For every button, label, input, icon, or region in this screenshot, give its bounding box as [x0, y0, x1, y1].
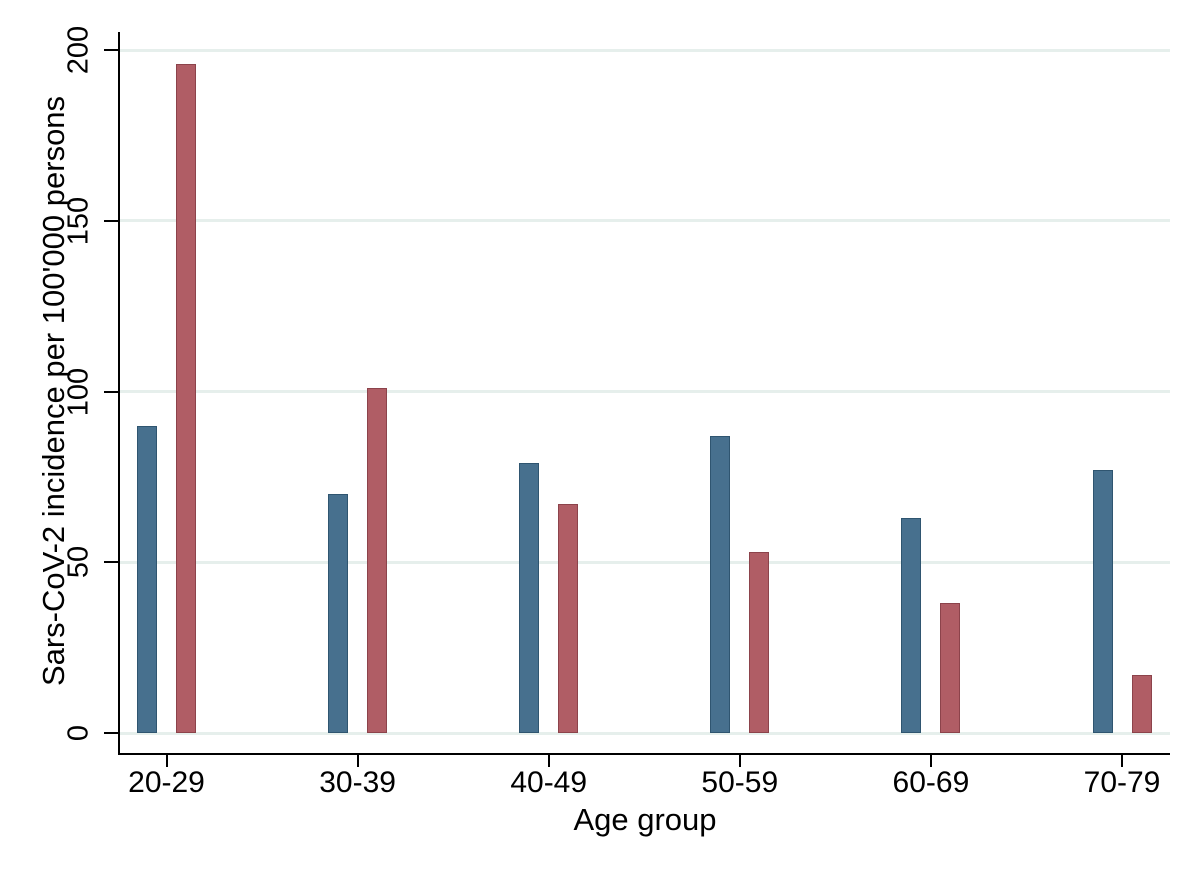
bar-red-series-60-69 — [940, 603, 961, 733]
bar-red-series-70-79 — [1131, 674, 1152, 733]
bar-red-series-30-39 — [367, 388, 388, 733]
y-axis-tick — [104, 732, 119, 734]
y-axis-tick — [104, 390, 119, 393]
y-gridline — [120, 560, 1170, 564]
x-axis-tick — [547, 753, 550, 767]
y-gridline — [120, 219, 1170, 223]
x-axis-tick-label: 30-39 — [319, 766, 396, 799]
bar-red-series-50-59 — [749, 552, 770, 733]
y-axis-tick — [104, 219, 119, 222]
bar-red-series-20-29 — [176, 63, 196, 733]
bar-blue-series-30-39 — [328, 493, 349, 733]
y-axis-tick-label: 150 — [62, 196, 95, 245]
y-gridline — [120, 731, 1170, 735]
y-axis-tick-label: 50 — [62, 546, 95, 579]
x-axis-tick-label: 40-49 — [510, 766, 588, 799]
x-axis-title: Age group — [573, 802, 717, 837]
x-axis-tick-label: 70-79 — [1083, 766, 1161, 799]
y-gridline — [120, 390, 1170, 393]
bar-blue-series-60-69 — [901, 517, 922, 733]
x-axis-tick — [929, 753, 932, 767]
x-axis-tick-label: 60-69 — [892, 766, 970, 799]
x-axis-tick-label: 50-59 — [701, 766, 779, 799]
x-axis-line — [118, 753, 1170, 755]
y-axis-line — [118, 32, 120, 755]
bar-blue-series-50-59 — [710, 435, 731, 733]
x-axis-tick — [1121, 753, 1123, 767]
y-axis-tick — [104, 49, 119, 51]
y-axis-tick-label: 0 — [62, 724, 95, 742]
bar-red-series-40-49 — [558, 504, 579, 733]
bar-blue-series-20-29 — [137, 425, 157, 733]
y-axis-tick-label: 200 — [62, 25, 95, 75]
bar-blue-series-40-49 — [519, 463, 540, 733]
y-gridline — [120, 48, 1170, 52]
y-axis-tick — [104, 561, 119, 564]
x-axis-tick-label: 20-29 — [128, 766, 205, 799]
y-axis-tick-label: 100 — [62, 367, 95, 416]
bar-blue-series-70-79 — [1092, 470, 1113, 733]
x-axis-tick — [738, 753, 741, 767]
x-axis-tick — [165, 753, 168, 767]
x-axis-tick — [356, 753, 359, 767]
